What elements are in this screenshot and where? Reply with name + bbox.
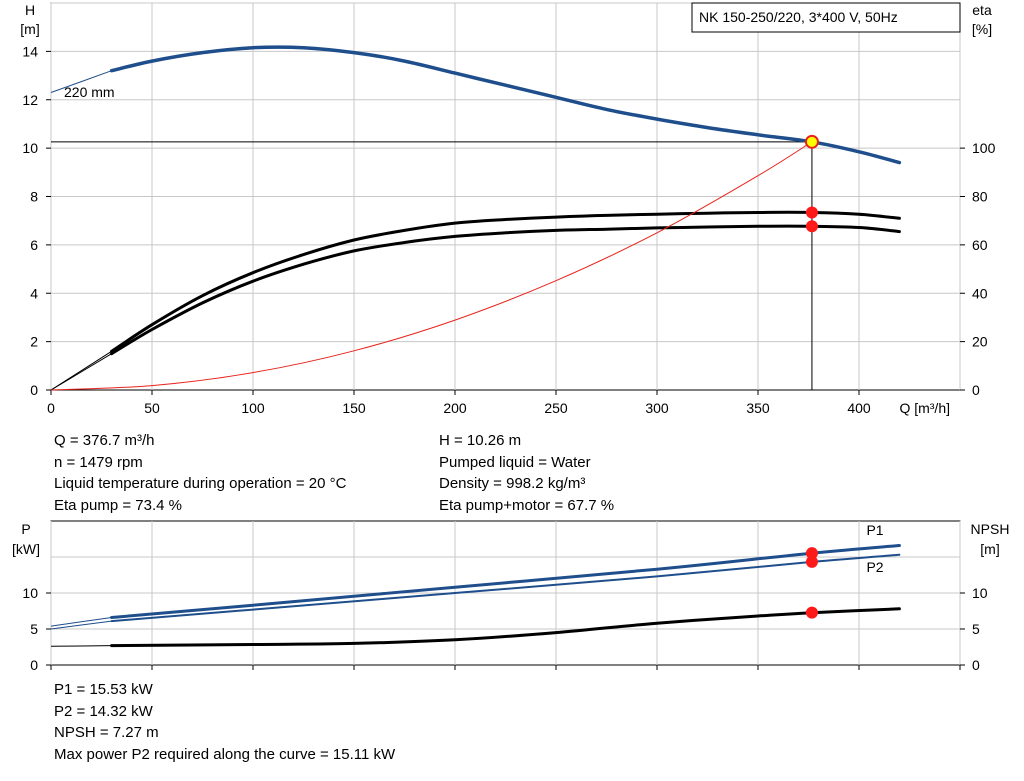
x-tick-label: 0 [47, 400, 55, 416]
p2-series-label: P2 [866, 559, 883, 575]
chart-title: NK 150-250/220, 3*400 V, 50Hz [699, 9, 898, 25]
y-tick-label: 0 [30, 382, 38, 398]
y2-tick-label: 5 [972, 621, 980, 637]
power-marker [805, 606, 818, 619]
y-tick-label: 8 [30, 189, 38, 205]
axis-labels: 0 50 100 150 200 250 300 350 4000246810121402040… [12, 2, 1009, 673]
info-top-right: H = 10.26 m Pumped liquid = Water Densit… [439, 430, 614, 516]
info-speed: n = 1479 rpm [54, 453, 143, 471]
eta-marker [805, 206, 818, 219]
x-tick-label: 50 [144, 400, 160, 416]
p1-series-label: P1 [866, 522, 883, 538]
y-tick-label: 5 [30, 621, 38, 637]
info-density: Density = 998.2 kg/m³ [439, 475, 586, 492]
power-marker [805, 547, 818, 560]
eta_total-curve-extrapolation [50, 353, 112, 391]
npsh-curve-extrapolation [50, 645, 112, 647]
p1-curve-extrapolation [50, 617, 112, 627]
power-axis-label: P [21, 521, 30, 537]
y2-tick-label: 60 [972, 237, 988, 253]
y2-tick-label: 40 [972, 285, 988, 301]
head-curve [109, 45, 902, 165]
info-flow: Q = 376.7 m³/h [54, 432, 155, 449]
y2-axis-unit: [%] [972, 21, 992, 37]
info-top-left: Q = 376.7 m³/h n = 1479 rpm Liquid tempe… [54, 430, 346, 516]
y2-tick-label: 80 [972, 189, 988, 205]
y-tick-label: 14 [22, 43, 38, 59]
y2-tick-label: 0 [972, 657, 980, 673]
info-eta-total: Eta pump+motor = 67.7 % [439, 496, 615, 514]
info-p2: P2 = 14.32 kW [54, 702, 153, 720]
x-axis-label: Q [m³/h] [899, 400, 950, 416]
npsh-curve [110, 607, 901, 648]
power-axis-unit: [kW] [12, 541, 40, 557]
y2-tick-label: 10 [972, 585, 988, 601]
y-tick-label: 6 [30, 237, 38, 253]
y-tick-label: 0 [30, 657, 38, 673]
eta_total-curve [110, 224, 901, 356]
npsh-axis-label: NPSH [971, 521, 1010, 537]
y-tick-label: 10 [22, 585, 38, 601]
p2-curve-extrapolation [50, 620, 112, 630]
y-axis-unit: [m] [20, 21, 39, 37]
curves [50, 45, 902, 648]
y2-tick-label: 0 [972, 382, 980, 398]
y2-tick-label: 20 [972, 334, 988, 350]
power-chart-grid [46, 520, 965, 670]
title-box [691, 2, 961, 33]
y-axis-label: H [25, 2, 35, 18]
system-curve [50, 141, 813, 391]
x-tick-label: 200 [443, 400, 467, 416]
y2-axis-label: eta [972, 2, 992, 18]
y-tick-label: 10 [22, 140, 38, 156]
y-tick-label: 2 [30, 334, 38, 350]
operating-point-marker [804, 134, 819, 149]
npsh-axis-unit: [m] [980, 541, 999, 557]
info-max-p2: Max power P2 required along the curve = … [54, 745, 396, 763]
eta-marker [805, 220, 818, 233]
x-tick-label: 250 [544, 400, 568, 416]
info-eta-pump: Eta pump = 73.4 % [54, 496, 182, 514]
p1-curve [110, 544, 901, 619]
head-curve-extrapolation [50, 70, 112, 93]
x-tick-label: 300 [645, 400, 669, 416]
y-tick-label: 4 [30, 285, 38, 301]
y-tick-label: 12 [22, 92, 38, 108]
x-tick-label: 400 [847, 400, 871, 416]
p2-curve [110, 553, 901, 623]
info-pumped-liquid: Pumped liquid = Water [439, 453, 591, 471]
head-chart-grid [46, 2, 965, 395]
x-tick-label: 150 [342, 400, 366, 416]
info-p1: P1 = 15.53 kW [54, 681, 153, 698]
info-bottom: P1 = 15.53 kW P2 = 14.32 kW NPSH = 7.27 … [54, 679, 395, 765]
info-head: H = 10.26 m [439, 432, 522, 449]
operating-markers [804, 134, 819, 619]
info-liquid-temp: Liquid temperature during operation = 20… [54, 475, 347, 492]
impeller-label: 220 mm [64, 84, 115, 100]
eta_pump-curve [110, 210, 901, 353]
y2-tick-label: 100 [972, 140, 996, 156]
x-tick-label: 100 [241, 400, 265, 416]
x-tick-label: 350 [746, 400, 770, 416]
info-npsh: NPSH = 7.27 m [54, 724, 159, 741]
power-marker [805, 555, 818, 568]
